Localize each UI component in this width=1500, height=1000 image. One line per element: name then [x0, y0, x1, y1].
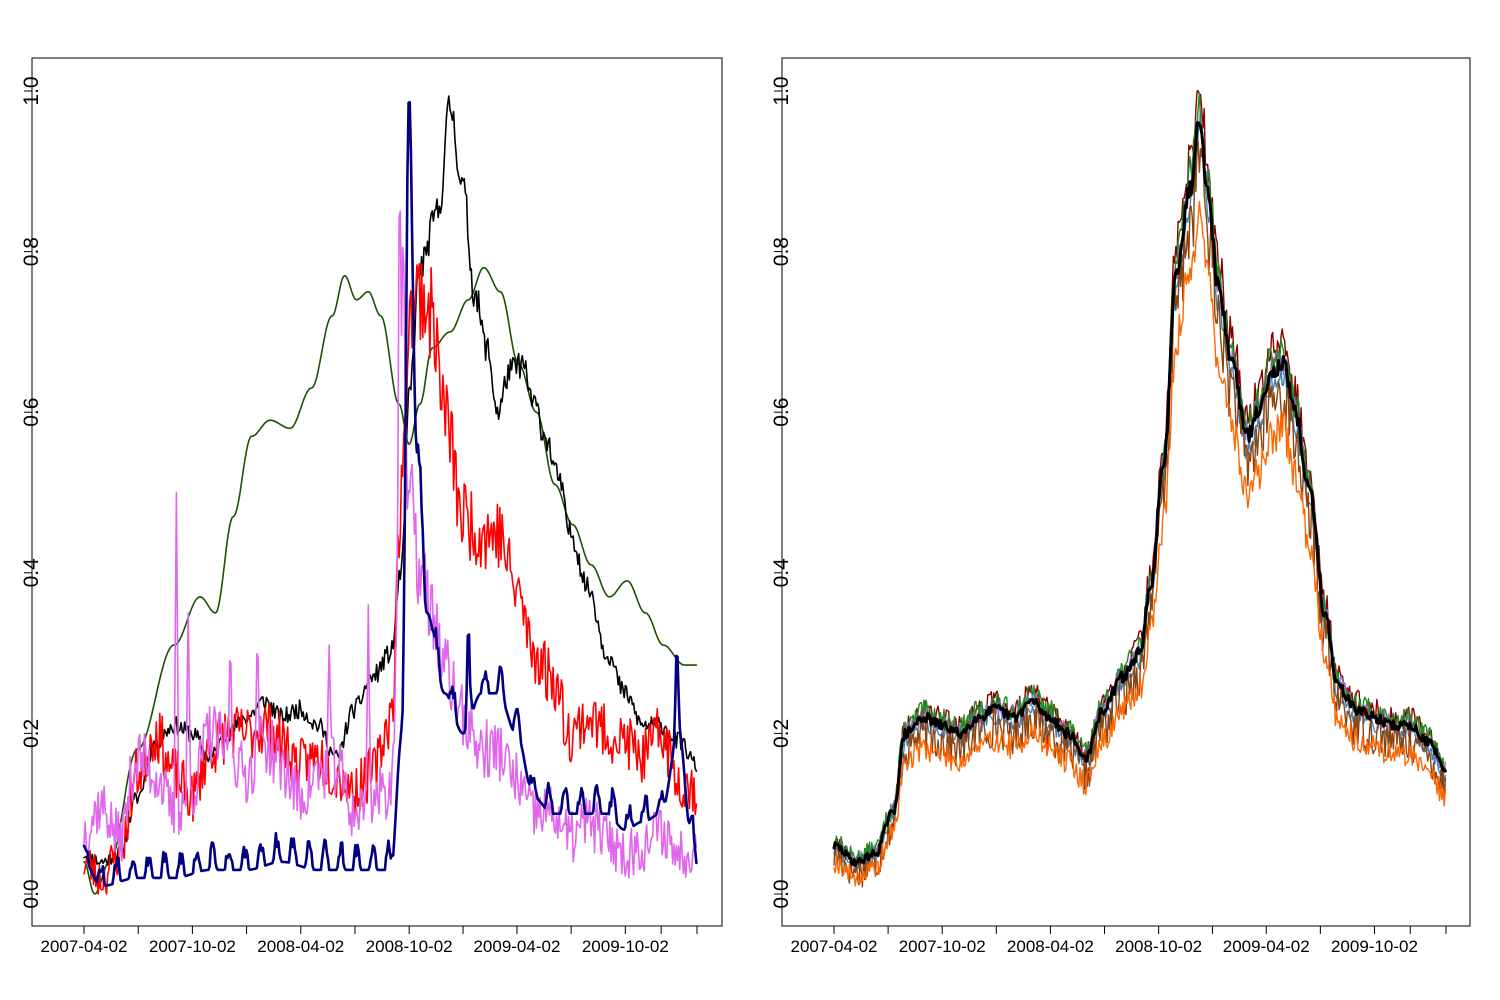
x-tick-label: 2009-04-02 [1223, 937, 1310, 956]
plot-frame [781, 57, 1471, 927]
series-line-6 [833, 200, 1447, 887]
left-chart-panel: 2007-04-02 2007-10-02 2008-04-02 2008-10-02… [20, 57, 723, 956]
y-tick-label: 0.2 [770, 719, 793, 748]
x-tick-label: 2008-04-02 [1007, 937, 1094, 956]
y-tick-label: 1.0 [20, 76, 43, 105]
y-tick-label: 0.8 [20, 237, 43, 266]
x-tick-label: 2008-04-02 [257, 937, 344, 956]
y-tick-label: 0.0 [770, 879, 793, 908]
y-tick-label: 0.8 [770, 237, 793, 266]
y-axis: 0.0 0.2 0.4 0.6 0.8 1.0 [20, 76, 43, 908]
y-tick-label: 0.6 [20, 398, 43, 427]
x-tick-label: 2007-04-02 [791, 937, 878, 956]
right-chart-panel: 2007-04-02 2007-10-02 2008-04-02 2008-10-02… [770, 57, 1471, 956]
series-line-5 [82, 100, 698, 887]
x-tick-label: 2007-10-02 [899, 937, 986, 956]
series-line-7 [832, 121, 1447, 867]
y-axis: 0.0 0.2 0.4 0.6 0.8 1.0 [770, 76, 793, 908]
series-line-1 [83, 266, 698, 895]
series-group [82, 95, 698, 895]
x-tick-label: 2009-04-02 [473, 937, 560, 956]
series-line-4 [83, 210, 698, 879]
x-axis: 2007-04-02 2007-10-02 2008-04-02 2008-10-02… [41, 925, 698, 956]
x-tick-label: 2007-04-02 [41, 937, 128, 956]
x-tick-label: 2007-10-02 [149, 937, 236, 956]
y-tick-label: 0.0 [20, 879, 43, 908]
x-tick-label: 2009-10-02 [582, 937, 669, 956]
y-tick-label: 0.6 [770, 398, 793, 427]
y-tick-label: 0.4 [20, 558, 43, 588]
y-tick-label: 0.2 [20, 719, 43, 748]
series-line-5 [833, 138, 1447, 888]
series-group [832, 90, 1447, 888]
x-axis: 2007-04-02 2007-10-02 2008-04-02 2008-10-02… [791, 925, 1447, 956]
y-tick-label: 0.4 [770, 558, 793, 588]
x-tick-label: 2009-10-02 [1331, 937, 1418, 956]
x-tick-label: 2008-10-02 [1115, 937, 1202, 956]
x-tick-label: 2008-10-02 [366, 937, 453, 956]
y-tick-label: 1.0 [770, 76, 793, 105]
